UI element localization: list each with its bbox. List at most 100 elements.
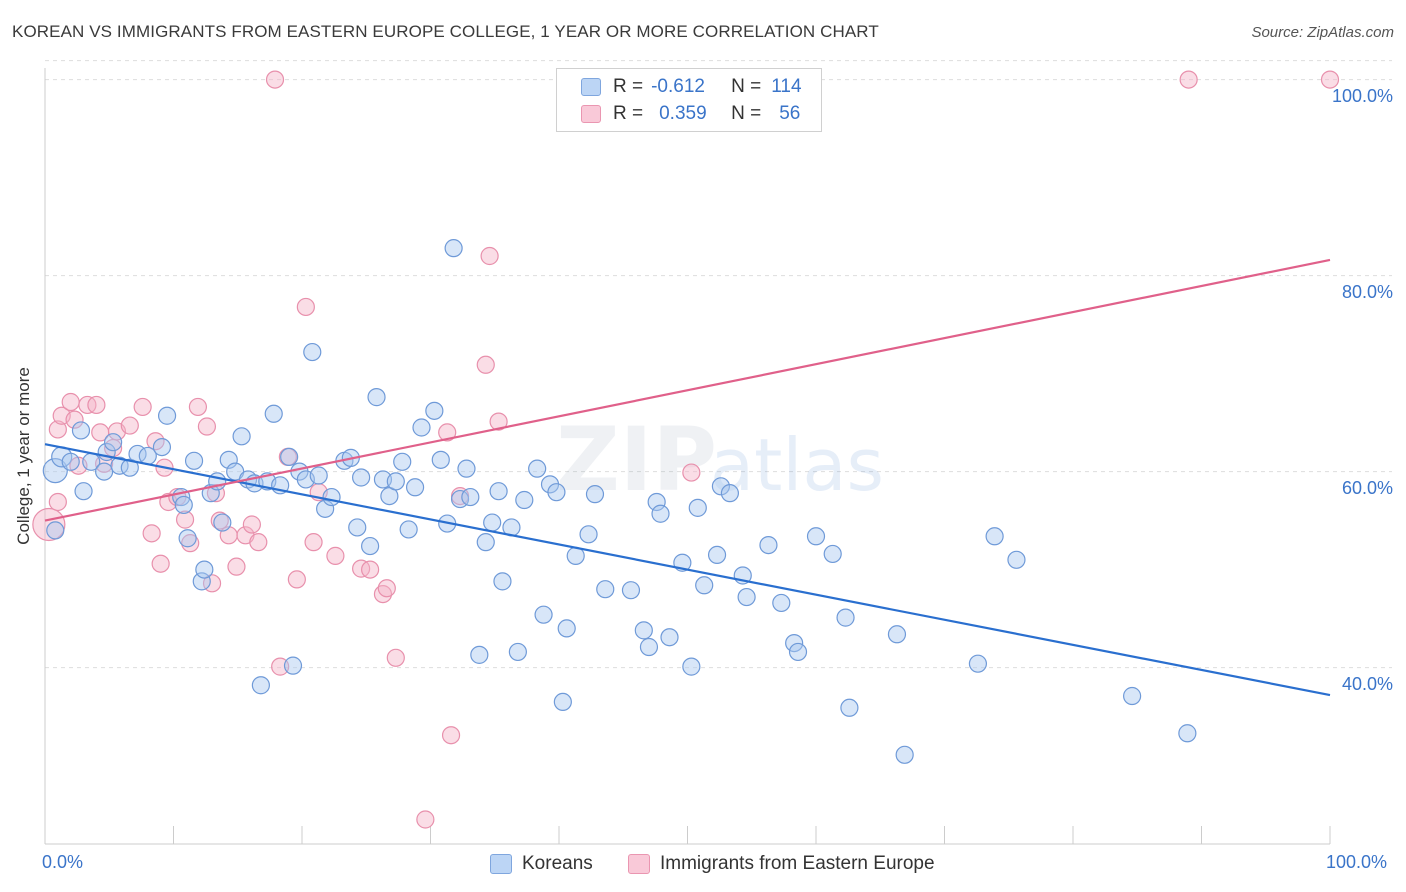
immigrant-point: [386, 648, 405, 667]
watermark: ZIP atlas: [556, 408, 884, 511]
korean-point: [232, 427, 251, 446]
korean-point: [515, 490, 534, 510]
y-tick-label: 60.0%: [1341, 477, 1393, 498]
immigrant-point: [304, 533, 323, 552]
korean-point: [399, 520, 418, 539]
legend-r-value: -0.612: [651, 76, 705, 97]
legend-swatch-pink: [581, 105, 601, 123]
korean-point: [968, 654, 988, 673]
korean-point: [405, 478, 425, 497]
immigrant-point: [175, 510, 195, 529]
korean-point: [585, 485, 605, 504]
y-tick-label: 80.0%: [1341, 281, 1393, 302]
immigrant-point: [489, 412, 508, 431]
korean-point: [621, 581, 641, 600]
legend-row-koreans: R = -0.612 N = 114: [581, 75, 802, 99]
korean-point: [322, 487, 341, 507]
immigrant-point: [1320, 70, 1340, 89]
immigrant-point: [61, 392, 80, 412]
korean-point: [720, 484, 740, 503]
korean-point: [528, 459, 547, 478]
immigrant-point: [441, 726, 461, 745]
korean-point: [367, 388, 386, 407]
korean-point: [651, 504, 670, 523]
korean-point: [412, 418, 431, 437]
korean-point: [772, 593, 791, 613]
korean-trend-line: [44, 443, 1331, 697]
immigrant-point: [133, 397, 152, 417]
immigrant-point: [142, 524, 161, 543]
korean-point: [316, 499, 335, 518]
korean-point: [553, 692, 572, 712]
korean-point: [303, 342, 322, 362]
bottom-legend-immigrants: Immigrants from Eastern Europe: [628, 852, 935, 876]
korean-point: [283, 656, 303, 675]
immigrant-trend-line: [44, 258, 1331, 522]
korean-point: [985, 527, 1004, 546]
korean-point: [157, 406, 177, 425]
legend-n-value: 114: [771, 76, 802, 97]
korean-point: [264, 404, 283, 423]
trend-lines: [44, 258, 1331, 697]
korean-point: [444, 239, 463, 258]
korean-point: [639, 637, 659, 657]
immigrant-point: [151, 554, 170, 573]
korean-point: [1123, 686, 1142, 706]
korean-point: [895, 745, 914, 764]
immigrant-point: [287, 570, 306, 589]
immigrant-point: [197, 417, 217, 436]
korean-point: [309, 466, 328, 485]
korean-point: [695, 576, 714, 595]
korean-point: [361, 536, 380, 556]
chart-title: KOREAN VS IMMIGRANTS FROM EASTERN EUROPE…: [12, 22, 879, 41]
korean-point: [534, 605, 553, 624]
immigrant-point: [476, 355, 495, 374]
korean-point: [213, 513, 232, 532]
x-tick-label-min: 0.0%: [42, 852, 84, 872]
korean-point: [647, 492, 666, 512]
korean-point: [425, 401, 444, 420]
korean-point: [348, 518, 367, 537]
immigrant-point: [377, 579, 396, 598]
grid-lines: [45, 60, 1392, 669]
watermark-zip: ZIP: [556, 408, 717, 511]
bottom-legend-koreans: Koreans: [490, 852, 593, 876]
korean-point: [251, 676, 270, 695]
immigrant-point: [682, 463, 701, 482]
legend-n-label: N =: [731, 76, 762, 97]
immigrant-point: [48, 492, 67, 512]
korean-point: [470, 645, 489, 664]
korean-point: [1007, 550, 1026, 569]
immigrant-point: [120, 416, 139, 435]
korean-point: [74, 482, 93, 501]
korean-point: [476, 533, 495, 552]
immigrant-point: [227, 557, 246, 576]
korean-point: [707, 545, 727, 565]
korean-point: [887, 625, 907, 644]
legend-n-value: 56: [779, 103, 801, 124]
korean-point: [71, 421, 91, 440]
immigrant-point: [326, 546, 345, 565]
immigrant-point: [48, 420, 67, 439]
korean-point: [219, 450, 238, 469]
series-name-koreans: Koreans: [522, 853, 593, 874]
series-name-immigrants: Immigrants from Eastern Europe: [660, 853, 935, 874]
bottom-legend-swatch-pink: [628, 854, 650, 874]
immigrant-point: [416, 810, 435, 829]
korean-point: [840, 698, 859, 717]
korean-point: [836, 608, 855, 627]
korean-point: [61, 452, 80, 471]
korean-point: [393, 452, 412, 471]
korean-point: [682, 657, 701, 676]
korean-point: [688, 498, 707, 517]
axes: [44, 68, 1331, 845]
immigrant-point: [480, 246, 499, 266]
korean-point: [152, 438, 172, 457]
korean-point: [178, 529, 197, 548]
immigrant-point: [296, 297, 315, 317]
korean-point: [737, 587, 756, 607]
korean-point: [785, 633, 804, 653]
x-tick-label-max: 100.0%: [1326, 852, 1388, 872]
immigrant-point: [361, 560, 380, 579]
korean-point: [806, 527, 826, 546]
